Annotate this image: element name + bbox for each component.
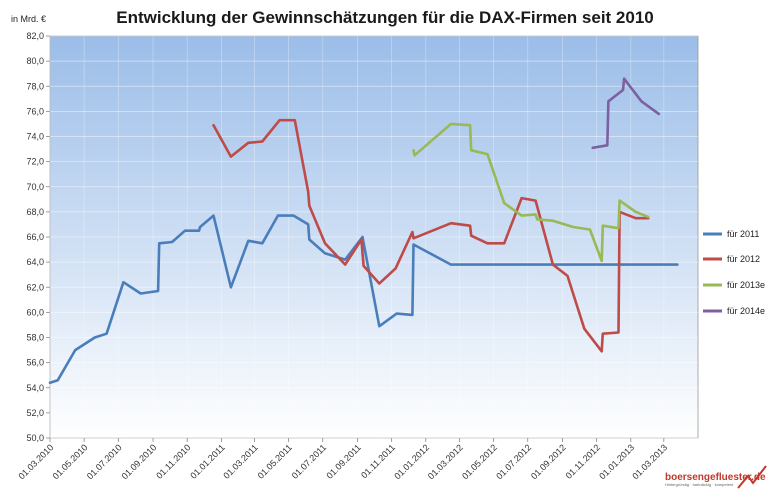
x-tick-label: 01.03.2010: [16, 442, 55, 481]
x-tick-label: 01.03.2011: [221, 442, 259, 480]
legend: für 2011 für 2012 für 2013e für 2014e: [703, 229, 765, 316]
y-tick-label: 82,0: [26, 31, 44, 41]
x-tick-label: 01.07.2012: [494, 442, 533, 481]
y-tick-label: 74,0: [26, 132, 44, 142]
series-line-3: [412, 122, 650, 263]
x-tick-label: 01.07.2010: [85, 442, 124, 481]
y-tick-label: 60,0: [26, 307, 44, 317]
unit-label: in Mrd. €: [11, 14, 46, 24]
legend-label: für 2012: [727, 254, 760, 264]
logo-arrow-icon: [737, 465, 767, 489]
y-tick-label: 58,0: [26, 333, 44, 343]
y-tick-label: 68,0: [26, 207, 44, 217]
legend-label: für 2014e: [727, 306, 765, 316]
x-tick-label: 01.01.2011: [188, 442, 226, 480]
y-tick-label: 52,0: [26, 408, 44, 418]
y-tick-label: 62,0: [26, 282, 44, 292]
x-tick-label: 01.09.2010: [120, 442, 159, 481]
x-tick-label: 01.09.2011: [324, 442, 362, 480]
x-tick-label: 01.11.2010: [154, 442, 192, 480]
x-tick-label: 01.05.2011: [256, 442, 294, 480]
y-tick-label: 78,0: [26, 81, 44, 91]
x-tick-label: 01.11.2012: [564, 442, 602, 480]
x-tick-label: 01.03.2013: [630, 442, 669, 481]
logo-text: boersengefluester.de: [665, 472, 766, 483]
y-tick-label: 66,0: [26, 232, 44, 242]
series-line-1: [48, 214, 679, 385]
y-tick-label: 64,0: [26, 257, 44, 267]
x-tick-label: 01.09.2012: [529, 442, 568, 481]
x-tick-label: 01.03.2012: [426, 442, 465, 481]
logo-tagline: Hintergründig · hartnäckig · kompetent: [665, 482, 734, 487]
series-line-4: [591, 77, 661, 150]
grid-lines: [49, 35, 698, 439]
y-tick-label: 50,0: [26, 433, 44, 443]
x-tick-label: 01.07.2011: [290, 442, 328, 480]
x-tick-label: 01.05.2010: [51, 442, 90, 481]
legend-label: für 2013e: [727, 280, 765, 290]
series-lines: [48, 77, 679, 385]
x-tick-label: 01.01.2012: [392, 442, 431, 481]
y-tick-label: 76,0: [26, 106, 44, 116]
y-tick-label: 56,0: [26, 358, 44, 368]
y-tick-label: 54,0: [26, 383, 44, 393]
series-line-2: [212, 118, 650, 353]
y-tick-label: 80,0: [26, 56, 44, 66]
chart-title: Entwicklung der Gewinnschätzungen für di…: [116, 8, 654, 27]
x-tick-label: 01.05.2012: [460, 442, 499, 481]
y-axis: 50,0 52,0 54,0 56,0 58,0 60,0 62,0 64,0 66,0 68,0…: [26, 31, 50, 443]
boersengefluester-logo: boersengefluester.de Hintergründig · har…: [665, 465, 767, 489]
legend-label: für 2011: [727, 229, 759, 239]
y-tick-label: 72,0: [26, 157, 44, 167]
x-axis: 01.03.201001.05.201001.07.201001.09.2010…: [16, 438, 669, 481]
y-tick-label: 70,0: [26, 182, 44, 192]
